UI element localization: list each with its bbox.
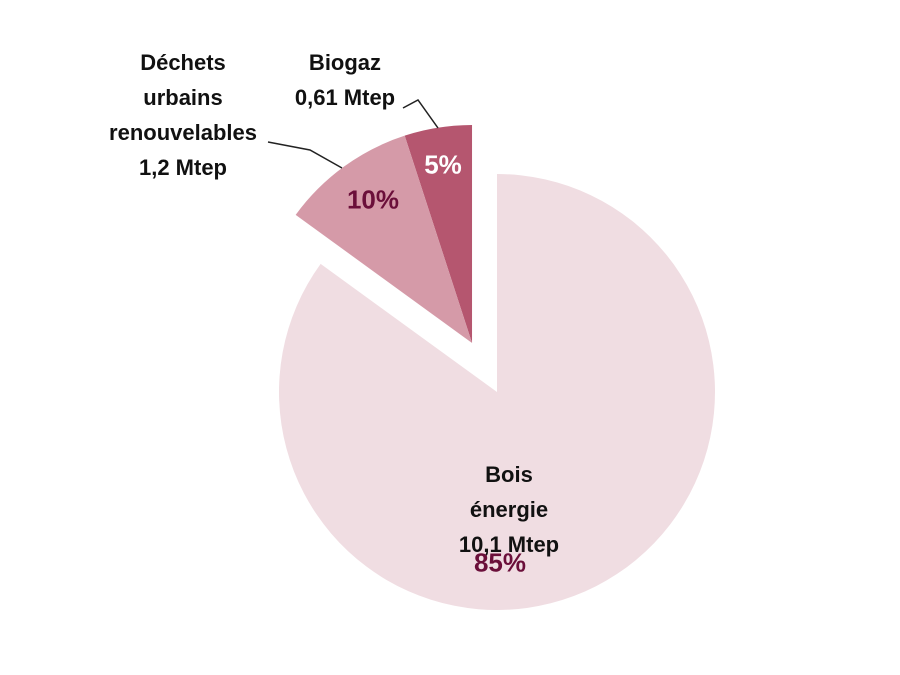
quantity-label: 0,61 Mtep [294,85,396,110]
leader-line [267,141,343,169]
pie-slice [295,135,473,343]
slice-label: Biogaz 0,61 Mtep [295,45,395,115]
percent-label: 85% [473,547,527,578]
quantity-label: 10,1 Mtep [458,532,560,557]
pie-slice [404,124,473,343]
category-label: Déchets urbains renouvelables [109,50,257,145]
pie-slice [279,174,715,610]
percent-label: 5% [424,149,462,180]
percent-label: 10% [346,184,400,215]
quantity-label: 1,2 Mtep [138,155,228,180]
category-label: Biogaz [308,50,382,75]
slice-label: Bois énergie 10,1 Mtep [459,457,559,562]
leader-line [402,99,439,129]
slice-label: Déchets urbains renouvelables 1,2 Mtep [109,45,257,185]
category-label: Bois énergie [469,462,549,522]
